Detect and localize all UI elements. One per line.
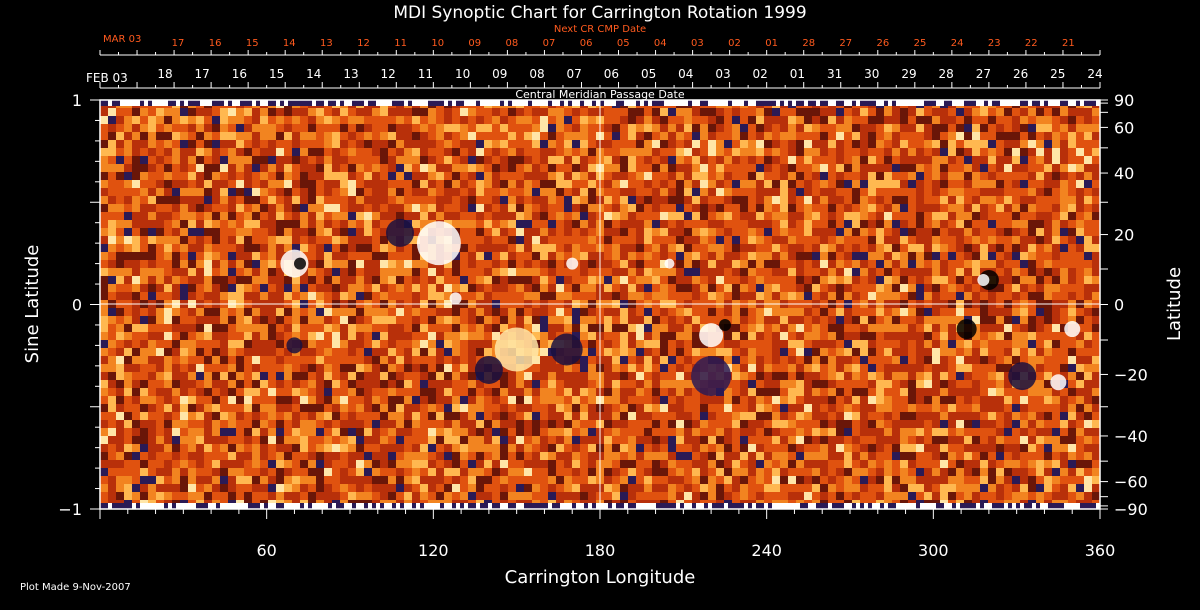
next-cr-date-label: 02 — [728, 38, 741, 49]
cmp-date-label: 10 — [455, 67, 470, 81]
y-right-tick-label: −90 — [1114, 500, 1148, 519]
plot-made-note: Plot Made 9-Nov-2007 — [20, 582, 131, 593]
x-tick-label: 60 — [256, 541, 276, 560]
cmp-date-label: 24 — [1087, 67, 1102, 81]
cmp-date-label: 01 — [790, 67, 805, 81]
y-left-tick-label: −1 — [58, 500, 82, 519]
next-cr-date-label: 03 — [691, 38, 704, 49]
next-cr-date-label: 06 — [580, 38, 593, 49]
next-cr-date-label: 07 — [543, 38, 556, 49]
y-right-tick-label: 0 — [1114, 296, 1124, 315]
y-right-tick-label: 90 — [1114, 91, 1134, 110]
cmp-date-label: 09 — [492, 67, 507, 81]
y-left-tick-label: 0 — [72, 296, 82, 315]
cmp-date-label: 07 — [567, 67, 582, 81]
next-cr-dates: 17 16 15 14 13 12 11 10 09 08 07 06 05 04 03 02 01 28 27 26… — [172, 38, 1075, 49]
next-cr-date-label: 27 — [839, 38, 852, 49]
next-cr-date-label: 23 — [988, 38, 1001, 49]
cmp-date-label: 27 — [976, 67, 991, 81]
cmp-date-label: 11 — [418, 67, 433, 81]
next-cr-date-label: 25 — [914, 38, 927, 49]
next-cr-date-label: 01 — [765, 38, 778, 49]
next-cr-date-label: 16 — [209, 38, 222, 49]
cmp-date-label: 30 — [864, 67, 879, 81]
y-right-tick-label: −20 — [1114, 365, 1148, 384]
next-cr-label: Next CR CMP Date — [554, 24, 646, 35]
x-tick-label: 180 — [585, 541, 616, 560]
x-tick-label: 120 — [418, 541, 449, 560]
cmp-date-label: 14 — [306, 67, 321, 81]
next-cr-date-label: 14 — [283, 38, 296, 49]
cmp-date-label: 08 — [529, 67, 544, 81]
y-left-axis-label: Sine Latitude — [22, 245, 43, 364]
next-cr-date-label: 24 — [951, 38, 964, 49]
y-right-axis: 90 60 40 20 0 −20 −40 −60 −90 — [1100, 91, 1148, 519]
cmp-date-label: 25 — [1050, 67, 1065, 81]
chart-title: MDI Synoptic Chart for Carrington Rotati… — [393, 3, 806, 23]
cmp-label: Central Meridian Passage Date — [515, 88, 684, 101]
next-cr-date-label: 26 — [877, 38, 890, 49]
cmp-date-label: 15 — [269, 67, 284, 81]
next-cr-date-label: 11 — [394, 38, 407, 49]
next-cr-date-label: 08 — [506, 38, 519, 49]
next-cr-date-label: 15 — [246, 38, 259, 49]
next-cr-date-label: 04 — [654, 38, 667, 49]
cmp-date-label: 26 — [1013, 67, 1028, 81]
y-right-tick-label: 60 — [1114, 118, 1134, 137]
cmp-date-label: 12 — [381, 67, 396, 81]
y-right-tick-label: 40 — [1114, 164, 1134, 183]
y-right-tick-label: −40 — [1114, 427, 1148, 446]
x-axis: 60 120 180 240 300 360 — [99, 509, 1116, 560]
next-cr-date-label: 10 — [431, 38, 444, 49]
cmp-date-label: 04 — [678, 67, 693, 81]
cmp-start: FEB 03 — [86, 71, 128, 85]
x-tick-label: 240 — [751, 541, 782, 560]
next-cr-start: MAR 03 — [103, 34, 141, 45]
next-cr-date-label: 17 — [172, 38, 185, 49]
y-left-axis: 1 0 −1 — [58, 91, 100, 519]
next-cr-date-label: 22 — [1025, 38, 1038, 49]
y-right-axis-label: Latitude — [1164, 267, 1185, 341]
next-cr-date-label: 12 — [357, 38, 370, 49]
next-cr-date-label: 21 — [1062, 38, 1075, 49]
cmp-date-label: 02 — [753, 67, 768, 81]
cmp-dates: 18 17 16 15 14 13 12 11 10 09 08 07 06 05 04 03 02 01 31 30… — [157, 67, 1102, 81]
next-cr-date-label: 09 — [468, 38, 481, 49]
y-right-tick-label: 20 — [1114, 226, 1134, 245]
cmp-date-label: 31 — [827, 67, 842, 81]
cmp-date-label: 17 — [195, 67, 210, 81]
cmp-date-label: 16 — [232, 67, 247, 81]
next-cr-date-label: 28 — [802, 38, 815, 49]
x-tick-label: 300 — [918, 541, 949, 560]
cmp-date-label: 18 — [157, 67, 172, 81]
cmp-date-label: 05 — [641, 67, 656, 81]
y-right-tick-label: −60 — [1114, 473, 1148, 492]
next-cr-date-label: 05 — [617, 38, 630, 49]
next-cr-date-label: 13 — [320, 38, 333, 49]
cmp-date-label: 28 — [939, 67, 954, 81]
cmp-date-label: 03 — [715, 67, 730, 81]
x-axis-label: Carrington Longitude — [505, 567, 696, 588]
x-tick-label: 360 — [1085, 541, 1116, 560]
cmp-date-label: 13 — [343, 67, 358, 81]
cmp-date-label: 06 — [604, 67, 619, 81]
cmp-date-label: 29 — [901, 67, 916, 81]
y-left-tick-label: 1 — [72, 91, 82, 110]
